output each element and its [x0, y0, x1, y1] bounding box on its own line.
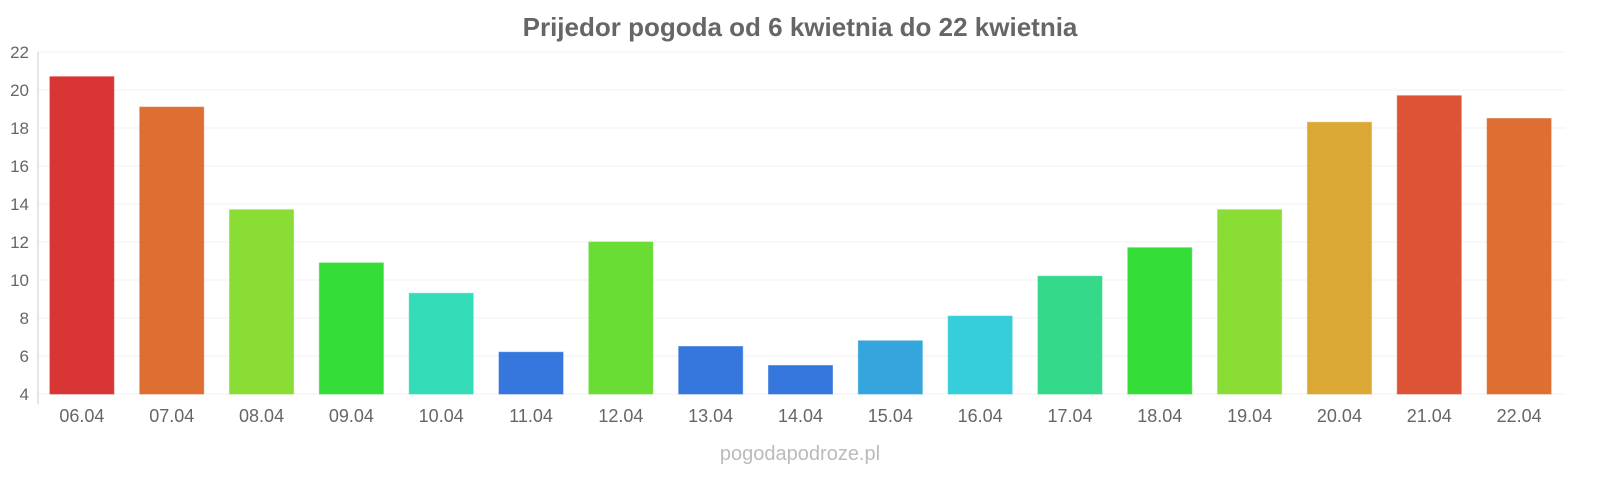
bar-08.04[interactable] [229, 209, 295, 395]
x-tick-label: 20.04 [1317, 406, 1362, 426]
bar-09.04[interactable] [318, 262, 384, 395]
x-tick-label: 09.04 [329, 406, 374, 426]
bar-12.04[interactable] [588, 241, 654, 395]
x-tick-label: 15.04 [868, 406, 913, 426]
bar-16.04[interactable] [947, 315, 1013, 395]
bar-15.04[interactable] [857, 340, 923, 395]
x-tick-label: 11.04 [509, 406, 553, 426]
x-tick-label: 18.04 [1137, 406, 1182, 426]
y-tick-label: 4 [20, 385, 29, 404]
y-tick-label: 22 [10, 43, 29, 62]
y-tick-label: 20 [10, 81, 29, 100]
bar-07.04[interactable] [139, 106, 205, 395]
bar-10.04[interactable] [408, 292, 474, 395]
x-tick-label: 21.04 [1407, 406, 1452, 426]
bar-13.04[interactable] [678, 346, 744, 395]
bar-11.04[interactable] [498, 351, 564, 395]
bar-20.04[interactable] [1306, 121, 1372, 395]
bar-18.04[interactable] [1127, 247, 1193, 395]
bar-22.04[interactable] [1486, 118, 1552, 395]
x-tick-label: 07.04 [149, 406, 194, 426]
watermark: pogodapodroze.pl [720, 443, 880, 465]
x-tick-label: 12.04 [598, 406, 643, 426]
bar-14.04[interactable] [768, 365, 833, 395]
bar-17.04[interactable] [1037, 275, 1103, 395]
x-tick-label: 08.04 [239, 406, 284, 426]
x-tick-label: 17.04 [1047, 406, 1092, 426]
x-tick-label: 22.04 [1497, 406, 1542, 426]
x-tick-label: 10.04 [419, 406, 464, 426]
y-tick-label: 18 [10, 119, 29, 138]
y-tick-label: 14 [10, 195, 29, 214]
y-tick-label: 16 [10, 157, 29, 176]
y-tick-label: 12 [10, 233, 29, 252]
x-tick-label: 14.04 [778, 406, 823, 426]
x-tick-label: 16.04 [958, 406, 1003, 426]
x-tick-label: 06.04 [59, 406, 104, 426]
y-tick-label: 8 [20, 309, 29, 328]
y-tick-label: 6 [20, 347, 29, 366]
y-tick-label: 10 [10, 271, 29, 290]
x-tick-label: 19.04 [1227, 406, 1272, 426]
x-tick-label: 13.04 [688, 406, 733, 426]
chart-title: Prijedor pogoda od 6 kwietnia do 22 kwie… [523, 12, 1078, 42]
bar-21.04[interactable] [1396, 95, 1462, 395]
bar-19.04[interactable] [1217, 209, 1283, 395]
bar-06.04[interactable] [49, 76, 115, 395]
